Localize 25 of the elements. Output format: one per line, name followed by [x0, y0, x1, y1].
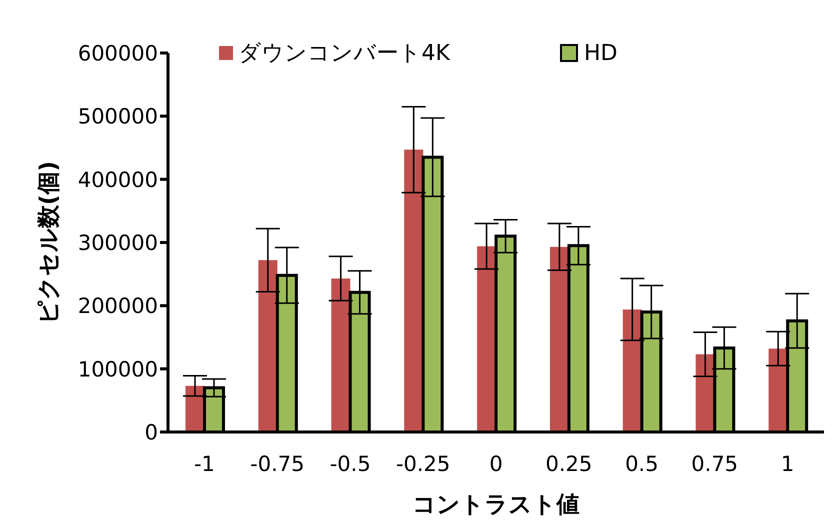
- y-tick-label: 100000: [78, 357, 158, 382]
- y-tick-label: 400000: [78, 168, 158, 192]
- x-tick-label: -0.5: [330, 452, 371, 476]
- x-tick-label: 0.75: [691, 452, 738, 476]
- x-tick-label: 0.5: [625, 452, 658, 476]
- y-tick-label: 200000: [78, 294, 158, 318]
- x-axis-title: コントラスト値: [412, 492, 580, 518]
- y-tick-label: 0: [144, 420, 158, 444]
- y-tick-label: 500000: [78, 104, 158, 129]
- bar: [404, 150, 424, 432]
- bar: [258, 260, 278, 432]
- x-tick-label: 0: [489, 452, 503, 476]
- x-tick-label: -0.75: [250, 452, 305, 476]
- x-tick-label: -0.25: [396, 452, 450, 476]
- y-axis-title: ピクセル数(個): [36, 160, 62, 324]
- y-tick-label: 600000: [78, 41, 158, 66]
- x-tick-label: 1: [780, 452, 794, 476]
- bar: [331, 278, 350, 432]
- x-tick-label: 0.25: [546, 452, 592, 476]
- bar: [477, 246, 496, 432]
- legend-label: HD: [584, 40, 618, 66]
- y-tick-label: 300000: [78, 230, 158, 255]
- x-tick-label: -1: [194, 452, 215, 476]
- legend-label: ダウンコンバート4K: [238, 40, 450, 68]
- bar: [550, 246, 569, 432]
